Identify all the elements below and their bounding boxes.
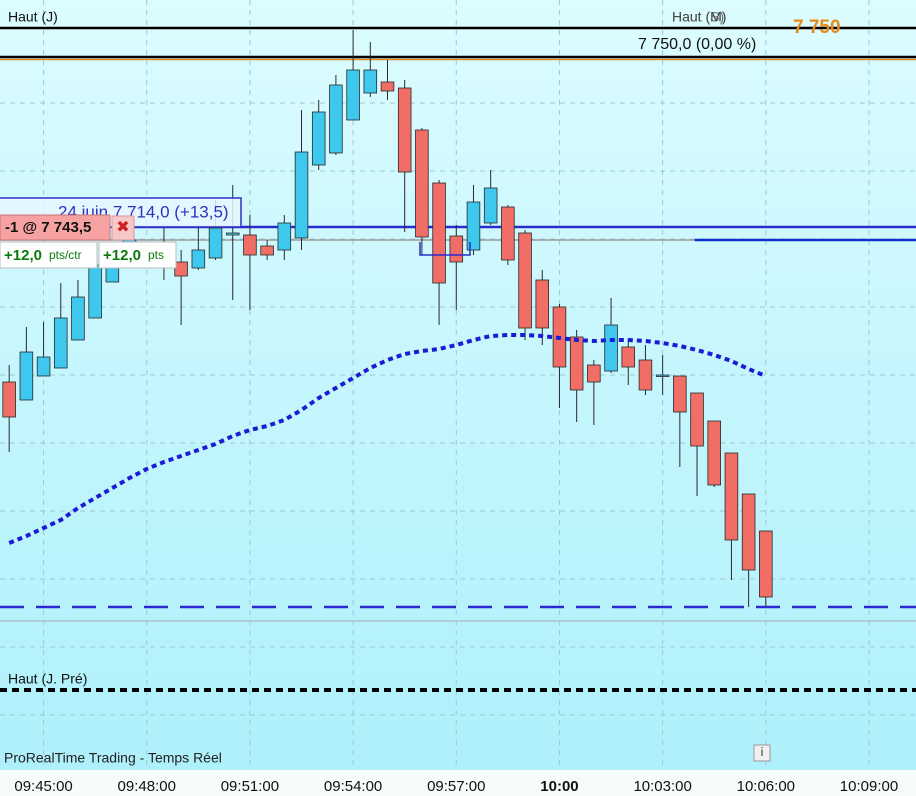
- candle-body: [346, 69, 360, 121]
- candle-body: [466, 201, 481, 251]
- pnl-unit: pts/ctr: [49, 248, 82, 262]
- pnl-value: +12,0: [103, 247, 141, 264]
- x-tick-label: 09:51:00: [221, 778, 279, 795]
- source-label: ProRealTime Trading - Temps Réel: [4, 750, 222, 766]
- candle-body: [587, 364, 601, 383]
- candle-body: [277, 222, 292, 251]
- info-icon[interactable]: i: [753, 744, 771, 762]
- candle-body: [483, 187, 498, 224]
- candle-body: [604, 324, 618, 372]
- info-icon-box[interactable]: [753, 744, 771, 762]
- position-label[interactable]: -1 @ 7 743,5: [5, 219, 91, 236]
- x-tick-label: 09:48:00: [118, 778, 176, 795]
- candle-body: [397, 87, 412, 173]
- pnl-box: [0, 241, 98, 269]
- x-tick-label: 10:09:00: [840, 778, 898, 795]
- x-tick-label: 09:57:00: [427, 778, 485, 795]
- level-name: Haut (J): [8, 9, 58, 25]
- info-icon-glyph[interactable]: i: [760, 745, 763, 759]
- candle-body: [363, 69, 378, 94]
- candle-body: [329, 84, 343, 154]
- axis-background: [0, 770, 916, 796]
- x-tick-label: 10:03:00: [633, 778, 691, 795]
- candle-body: [174, 261, 188, 277]
- candle-body: [191, 249, 206, 269]
- candle-body: [501, 206, 515, 261]
- candle-body: [535, 279, 550, 329]
- candle-body: [432, 182, 446, 284]
- x-tick-label: 10:00: [540, 778, 578, 795]
- candle-body: [208, 227, 223, 259]
- level-name: Haut (J. Pré): [8, 671, 87, 687]
- plot-background: [0, 0, 916, 770]
- candle-body: [638, 359, 653, 391]
- candle-body: [294, 151, 309, 239]
- close-button[interactable]: [111, 215, 135, 241]
- candle-body: [53, 317, 68, 369]
- candle-body: [569, 336, 584, 391]
- level-tag: Haut (S): [672, 9, 724, 25]
- candle-body: [88, 264, 102, 319]
- pnl-value: +12,0: [4, 247, 42, 264]
- candle-body: [759, 530, 773, 598]
- candle-body: [380, 81, 395, 92]
- candle-body: [518, 232, 532, 329]
- candle-body: [621, 346, 636, 368]
- pnl-label: +12,0 pts/ctr: [4, 247, 82, 264]
- candle-body: [225, 232, 240, 236]
- candle-body: [673, 375, 687, 413]
- candle-body: [724, 452, 739, 541]
- candle-body: [71, 296, 85, 341]
- pnl-unit: pts: [148, 248, 164, 262]
- x-tick-label: 10:06:00: [737, 778, 795, 795]
- pnl-label: +12,0 pts: [103, 247, 164, 264]
- candle-body: [19, 351, 34, 401]
- level-value-label: 7 750: [793, 17, 841, 38]
- candle-body: [260, 245, 274, 256]
- x-tick-label: 09:54:00: [324, 778, 382, 795]
- position-box[interactable]: [0, 214, 111, 241]
- candle-body: [741, 493, 756, 571]
- bracket-marker: [419, 242, 471, 256]
- pnl-box: [98, 241, 177, 269]
- candle-body: [36, 356, 51, 377]
- candle-body: [655, 374, 670, 377]
- x-tick-label: 09:45:00: [14, 778, 72, 795]
- candle-body: [311, 111, 326, 166]
- level-tag: Haut (M): [672, 9, 726, 25]
- price-change: 7 750,0 (0,00 %): [638, 36, 756, 53]
- candle-body: [690, 392, 704, 447]
- candle-body: [449, 235, 464, 263]
- candle-body: [243, 234, 257, 256]
- candle-body: [707, 420, 721, 486]
- candle-body: [2, 381, 16, 418]
- candle-body: [415, 129, 429, 238]
- close-icon[interactable]: ✖: [116, 219, 129, 236]
- moving-average: [8, 333, 767, 545]
